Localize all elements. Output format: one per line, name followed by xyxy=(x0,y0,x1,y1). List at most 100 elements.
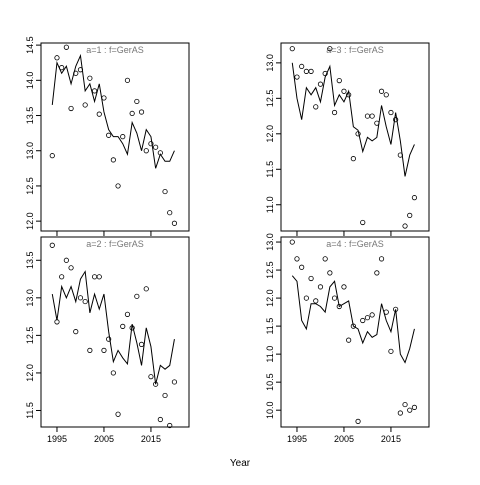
observed-point xyxy=(171,379,178,385)
observed-point xyxy=(138,109,145,115)
x-tick-label: 2005 xyxy=(334,434,354,444)
y-tick-label: 12.0 xyxy=(265,289,275,307)
y-tick-label: 12.5 xyxy=(25,177,35,195)
observed-point xyxy=(87,347,93,353)
observed-point xyxy=(110,157,116,163)
panel-title: a=1 : f=GerAS xyxy=(86,45,144,55)
observed-point xyxy=(167,422,173,429)
observed-point xyxy=(134,98,140,105)
observed-point xyxy=(157,416,163,423)
panel-frame xyxy=(280,236,430,428)
observed-point xyxy=(313,104,319,110)
observed-point xyxy=(360,219,366,226)
observed-point xyxy=(407,407,413,413)
observed-point xyxy=(59,274,65,280)
x-tick-label: 2015 xyxy=(381,434,401,444)
x-tick-label: 2005 xyxy=(94,434,114,444)
y-tick-label: 11.5 xyxy=(265,318,275,335)
y-tick-label: 10.5 xyxy=(265,373,275,391)
observed-point xyxy=(303,68,309,74)
observed-point xyxy=(49,242,55,248)
observed-point xyxy=(299,63,305,70)
observed-point xyxy=(378,256,385,262)
observed-point xyxy=(313,298,319,304)
panel-title: a=2 : f=GerAS xyxy=(86,239,144,249)
y-tick-label: 14.0 xyxy=(25,72,35,90)
y-tick-label: 13.5 xyxy=(25,107,35,125)
y-tick-label: 12.5 xyxy=(265,90,275,108)
observed-point xyxy=(54,55,60,61)
fit-line xyxy=(291,62,415,177)
observed-point xyxy=(115,411,121,417)
observed-point xyxy=(148,374,154,380)
y-tick-label: 10.0 xyxy=(265,401,275,419)
observed-point xyxy=(383,92,389,98)
panel-frame xyxy=(280,42,430,232)
observed-point xyxy=(317,81,324,87)
y-tick-label: 12.0 xyxy=(25,364,35,382)
y-tick-label: 11.0 xyxy=(265,196,275,213)
y-tick-label: 12.5 xyxy=(265,261,275,279)
observed-point xyxy=(73,329,79,335)
observed-point xyxy=(364,113,371,119)
observed-point xyxy=(153,144,159,150)
observed-point xyxy=(289,46,295,52)
observed-point xyxy=(162,392,168,399)
fit-line xyxy=(51,270,175,385)
observed-point xyxy=(407,212,413,218)
observed-point xyxy=(120,323,126,329)
x-tick-label: 2015 xyxy=(141,434,161,444)
observed-point xyxy=(369,113,375,119)
y-tick-label: 11.5 xyxy=(265,161,275,178)
observed-point xyxy=(378,88,385,94)
y-tick-label: 11.0 xyxy=(265,346,275,363)
observed-point xyxy=(341,88,347,94)
observed-point xyxy=(308,275,314,282)
observed-point xyxy=(336,78,342,84)
y-tick-label: 12.0 xyxy=(25,212,35,230)
observed-point xyxy=(106,132,112,138)
observed-point xyxy=(110,370,116,376)
panel-title: a=3 : f=GerAS xyxy=(326,45,384,55)
observed-point xyxy=(115,183,121,189)
observed-point xyxy=(322,256,328,262)
observed-point xyxy=(171,220,178,226)
observed-point xyxy=(360,317,366,324)
observed-point xyxy=(68,265,74,271)
observed-point xyxy=(327,46,333,52)
y-tick-label: 13.0 xyxy=(265,233,275,251)
observed-point xyxy=(143,148,149,154)
observed-point xyxy=(317,284,324,290)
observed-point xyxy=(346,337,352,343)
observed-point xyxy=(162,188,168,195)
observed-point xyxy=(124,311,131,317)
observed-point xyxy=(63,257,69,263)
observed-point xyxy=(402,401,408,408)
observed-point xyxy=(369,312,375,318)
observed-point xyxy=(68,105,74,112)
observed-point xyxy=(87,75,93,81)
observed-point xyxy=(143,286,149,292)
observed-point xyxy=(82,298,88,305)
observed-point xyxy=(106,336,112,342)
observed-point xyxy=(96,274,102,280)
observed-point xyxy=(308,68,314,74)
x-tick-label: 1995 xyxy=(287,434,307,444)
y-tick-label: 13.0 xyxy=(25,142,35,160)
observed-point xyxy=(327,270,333,276)
observed-point xyxy=(96,111,102,117)
x-axis-label: Year xyxy=(230,458,251,469)
observed-point xyxy=(411,195,418,201)
y-tick-label: 12.5 xyxy=(25,327,35,345)
observed-point xyxy=(402,223,408,229)
observed-point xyxy=(388,348,394,354)
observed-point xyxy=(322,70,328,77)
observed-point xyxy=(82,102,88,108)
observed-point xyxy=(393,117,399,123)
panel-title: a=4 : f=GerAS xyxy=(326,239,384,249)
observed-point xyxy=(167,210,173,216)
observed-point xyxy=(49,153,55,159)
observed-point xyxy=(124,77,131,83)
observed-point xyxy=(388,109,394,116)
